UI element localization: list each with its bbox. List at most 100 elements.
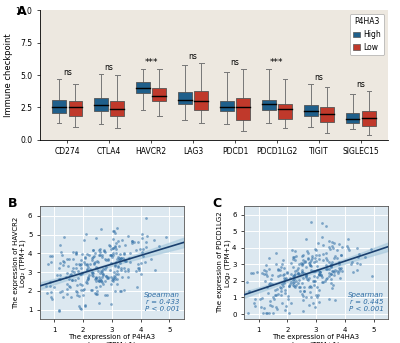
- Point: [70, 256, 76, 262]
- Point: [316, 256, 322, 262]
- Point: [316, 299, 322, 305]
- Point: [314, 284, 320, 290]
- Point: [301, 284, 307, 289]
- Point: [91, 260, 97, 265]
- Point: [26, 235, 33, 241]
- Point: [143, 239, 149, 245]
- Legend: High, Low: High, Low: [350, 14, 384, 55]
- Point: [346, 248, 352, 253]
- Point: [114, 254, 121, 260]
- Point: [93, 236, 100, 241]
- Point: [97, 247, 104, 252]
- Point: [287, 282, 293, 287]
- Point: [350, 269, 356, 275]
- Point: [139, 235, 146, 241]
- Point: [296, 288, 303, 293]
- Point: [263, 310, 270, 316]
- Point: [278, 261, 285, 267]
- Point: [57, 276, 63, 282]
- Point: [48, 296, 55, 302]
- Point: [299, 261, 306, 266]
- Point: [335, 259, 342, 264]
- Point: [107, 252, 113, 258]
- Point: [280, 272, 287, 277]
- Point: [296, 271, 303, 276]
- Point: [246, 288, 252, 294]
- Point: [99, 255, 106, 260]
- Point: [254, 270, 260, 275]
- Point: [314, 274, 320, 279]
- Point: [94, 277, 101, 283]
- Point: [312, 279, 318, 284]
- Point: [303, 272, 309, 277]
- Point: [112, 262, 118, 268]
- Point: [112, 244, 118, 249]
- Point: [230, 298, 236, 303]
- Point: [118, 265, 124, 271]
- Point: [92, 259, 98, 264]
- Point: [56, 265, 62, 270]
- Point: [312, 246, 318, 251]
- Point: [118, 255, 125, 261]
- Point: [300, 257, 306, 263]
- Point: [117, 256, 124, 262]
- Bar: [220, 101, 234, 111]
- Point: [345, 245, 351, 251]
- Point: [134, 239, 141, 245]
- Point: [313, 252, 319, 258]
- Point: [56, 308, 62, 314]
- Point: [231, 298, 238, 303]
- Point: [143, 216, 149, 221]
- Point: [120, 265, 127, 270]
- Point: [322, 278, 328, 283]
- Point: [92, 275, 99, 281]
- Point: [328, 264, 334, 270]
- Point: [315, 293, 321, 298]
- Point: [49, 253, 55, 259]
- Point: [308, 219, 314, 225]
- Point: [282, 290, 288, 295]
- Point: [89, 247, 96, 253]
- Point: [318, 273, 324, 278]
- Point: [114, 276, 120, 282]
- Point: [142, 259, 148, 264]
- Bar: [278, 104, 292, 119]
- Point: [151, 267, 158, 273]
- Point: [68, 277, 75, 282]
- Point: [270, 310, 276, 316]
- Point: [90, 248, 96, 253]
- Point: [275, 267, 281, 272]
- Point: [322, 277, 329, 282]
- Point: [290, 254, 296, 259]
- Point: [142, 244, 149, 249]
- Point: [289, 264, 296, 270]
- Point: [68, 294, 74, 300]
- Point: [72, 249, 79, 255]
- Point: [248, 270, 254, 275]
- Point: [278, 285, 285, 291]
- Point: [121, 250, 128, 256]
- Point: [319, 274, 326, 280]
- Bar: [262, 100, 276, 110]
- Point: [344, 243, 350, 249]
- Point: [82, 255, 88, 261]
- Point: [295, 271, 301, 277]
- Point: [105, 275, 112, 281]
- Point: [92, 284, 99, 289]
- Point: [90, 273, 96, 279]
- Point: [260, 267, 267, 272]
- Point: [330, 269, 337, 274]
- Point: [131, 239, 138, 245]
- Point: [72, 261, 79, 267]
- Text: ns: ns: [356, 80, 365, 88]
- Point: [286, 283, 292, 289]
- Point: [261, 271, 268, 277]
- Point: [89, 255, 96, 260]
- Point: [98, 268, 104, 273]
- Point: [306, 262, 313, 268]
- Point: [69, 268, 76, 273]
- Point: [94, 260, 101, 265]
- Point: [111, 269, 117, 275]
- Bar: [110, 101, 124, 117]
- Point: [93, 264, 100, 270]
